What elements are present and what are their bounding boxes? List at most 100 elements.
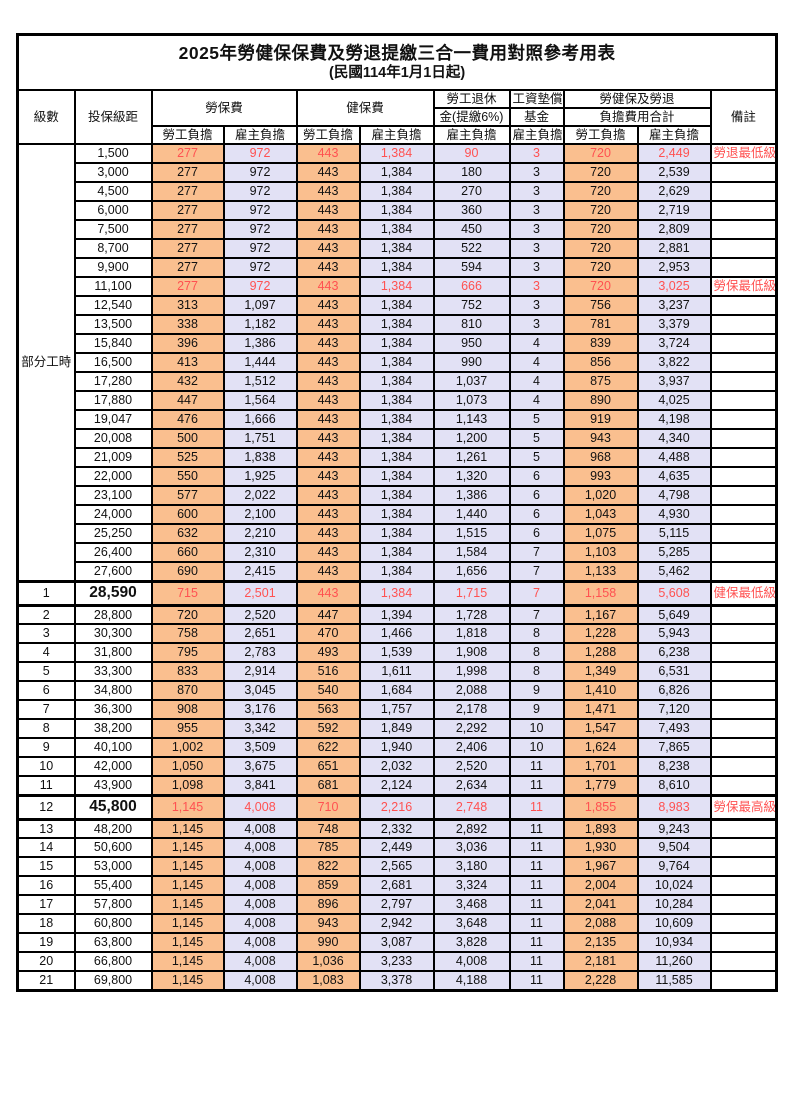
cell-total-employer: 5,943 xyxy=(636,623,712,644)
cell-total-employee: 720 xyxy=(562,200,639,221)
premium-table: 2025年勞健保保費及勞退提繳三合一費用對照參考用表 (民國114年1月1日起)… xyxy=(16,33,779,992)
table-row: 21,009 525 1,838 443 1,384 1,261 5 968 4,488 xyxy=(18,447,778,468)
cell-labor-employee: 1,145 xyxy=(150,894,225,915)
cell-pension-employer: 1,998 xyxy=(432,661,511,682)
table-row: 19 63,800 1,145 4,008 990 3,087 3,828 11 2,135 10… xyxy=(16,932,778,953)
cell-labor-employee: 1,145 xyxy=(150,875,225,896)
cell-bracket: 26,400 xyxy=(73,542,153,563)
cell-total-employer: 4,798 xyxy=(636,485,712,506)
cell-level: 8 xyxy=(16,718,76,739)
table-row: 16 55,400 1,145 4,008 859 2,681 3,324 11 2,004 10… xyxy=(16,875,778,896)
cell-bracket: 30,300 xyxy=(73,623,153,644)
cell-wage-fund-employer: 5 xyxy=(508,428,565,449)
cell-labor-employer: 4,008 xyxy=(222,837,298,858)
cell-remark xyxy=(709,466,778,487)
cell-pension-employer: 2,748 xyxy=(432,793,511,821)
cell-labor-employer: 2,415 xyxy=(222,561,298,582)
cell-labor-employee: 277 xyxy=(150,276,225,297)
cell-labor-employer: 4,008 xyxy=(222,856,298,877)
cell-labor-employee: 870 xyxy=(150,680,225,701)
cell-wage-fund-employer: 11 xyxy=(508,793,565,821)
cell-wage-fund-employer: 3 xyxy=(508,276,565,297)
cell-total-employee: 968 xyxy=(562,447,639,468)
cell-level: 1 xyxy=(16,579,76,607)
cell-labor-employer: 2,100 xyxy=(222,504,298,525)
cell-total-employee: 1,043 xyxy=(562,504,639,525)
table-row: 7 36,300 908 3,176 563 1,757 2,178 9 1,471 7,120 xyxy=(16,699,778,720)
table-row: 1 28,590 715 2,501 443 1,384 1,715 7 1,158 5,608 健… xyxy=(16,579,778,607)
cell-bracket: 7,500 xyxy=(73,219,153,240)
cell-health-employer: 2,942 xyxy=(358,913,435,934)
cell-health-employer: 1,384 xyxy=(358,238,435,259)
header-total-line2: 負擔費用合計 xyxy=(562,107,712,127)
header-wage-fund-line2: 基金 xyxy=(508,107,565,127)
cell-pension-employer: 90 xyxy=(432,143,511,164)
cell-remark xyxy=(709,642,778,663)
cell-labor-employer: 4,008 xyxy=(222,894,298,915)
cell-total-employer: 7,120 xyxy=(636,699,712,720)
cell-level: 14 xyxy=(16,837,76,858)
cell-remark xyxy=(709,718,778,739)
cell-bracket: 12,540 xyxy=(73,295,153,316)
cell-labor-employer: 972 xyxy=(222,238,298,259)
table-row: 16,500 413 1,444 443 1,384 990 4 856 3,822 xyxy=(18,352,778,373)
cell-health-employee: 822 xyxy=(295,856,361,877)
cell-wage-fund-employer: 8 xyxy=(508,623,565,644)
cell-health-employee: 470 xyxy=(295,623,361,644)
cell-remark xyxy=(709,604,778,625)
cell-pension-employer: 2,406 xyxy=(432,737,511,758)
cell-bracket: 63,800 xyxy=(73,932,153,953)
cell-wage-fund-employer: 11 xyxy=(508,856,565,877)
cell-total-employee: 1,133 xyxy=(562,561,639,582)
cell-health-employee: 443 xyxy=(295,219,361,240)
cell-bracket: 25,250 xyxy=(73,523,153,544)
cell-remark xyxy=(709,837,778,858)
cell-labor-employee: 1,145 xyxy=(150,793,225,821)
cell-total-employer: 8,610 xyxy=(636,775,712,796)
header-wage-fund-line1: 工資墊償 xyxy=(508,89,565,109)
cell-total-employer: 6,238 xyxy=(636,642,712,663)
cell-total-employer: 2,719 xyxy=(636,200,712,221)
cell-health-employer: 1,384 xyxy=(358,409,435,430)
cell-pension-employer: 2,892 xyxy=(432,818,511,839)
cell-health-employee: 443 xyxy=(295,257,361,278)
cell-health-employee: 540 xyxy=(295,680,361,701)
cell-health-employee: 443 xyxy=(295,276,361,297)
cell-total-employer: 8,238 xyxy=(636,756,712,777)
cell-wage-fund-employer: 3 xyxy=(508,257,565,278)
cell-health-employer: 2,449 xyxy=(358,837,435,858)
cell-pension-employer: 450 xyxy=(432,219,511,240)
cell-pension-employer: 1,440 xyxy=(432,504,511,525)
cell-labor-employer: 4,008 xyxy=(222,913,298,934)
cell-level: 16 xyxy=(16,875,76,896)
cell-wage-fund-employer: 9 xyxy=(508,680,565,701)
header-bracket: 投保級距 xyxy=(73,89,153,145)
cell-wage-fund-employer: 6 xyxy=(508,466,565,487)
cell-labor-employee: 277 xyxy=(150,143,225,164)
cell-labor-employee: 1,145 xyxy=(150,818,225,839)
cell-health-employer: 1,384 xyxy=(358,352,435,373)
table-row: 9,900 277 972 443 1,384 594 3 720 2,953 xyxy=(18,257,778,278)
cell-labor-employee: 476 xyxy=(150,409,225,430)
cell-pension-employer: 752 xyxy=(432,295,511,316)
cell-labor-employer: 1,444 xyxy=(222,352,298,373)
cell-wage-fund-employer: 5 xyxy=(508,447,565,468)
cell-bracket: 28,800 xyxy=(73,604,153,625)
cell-total-employer: 2,629 xyxy=(636,181,712,202)
cell-pension-employer: 594 xyxy=(432,257,511,278)
cell-total-employee: 1,020 xyxy=(562,485,639,506)
cell-health-employer: 1,384 xyxy=(358,200,435,221)
cell-remark xyxy=(709,447,778,468)
cell-wage-fund-employer: 4 xyxy=(508,390,565,411)
table-row: 18 60,800 1,145 4,008 943 2,942 3,648 11 2,088 10… xyxy=(16,913,778,934)
cell-labor-employer: 2,022 xyxy=(222,485,298,506)
cell-labor-employee: 277 xyxy=(150,219,225,240)
cell-level: 7 xyxy=(16,699,76,720)
cell-remark xyxy=(709,913,778,934)
table-row: 6,000 277 972 443 1,384 360 3 720 2,719 xyxy=(18,200,778,221)
cell-pension-employer: 270 xyxy=(432,181,511,202)
cell-total-employee: 1,167 xyxy=(562,604,639,625)
cell-total-employee: 1,967 xyxy=(562,856,639,877)
cell-labor-employee: 1,145 xyxy=(150,951,225,972)
cell-bracket: 33,300 xyxy=(73,661,153,682)
